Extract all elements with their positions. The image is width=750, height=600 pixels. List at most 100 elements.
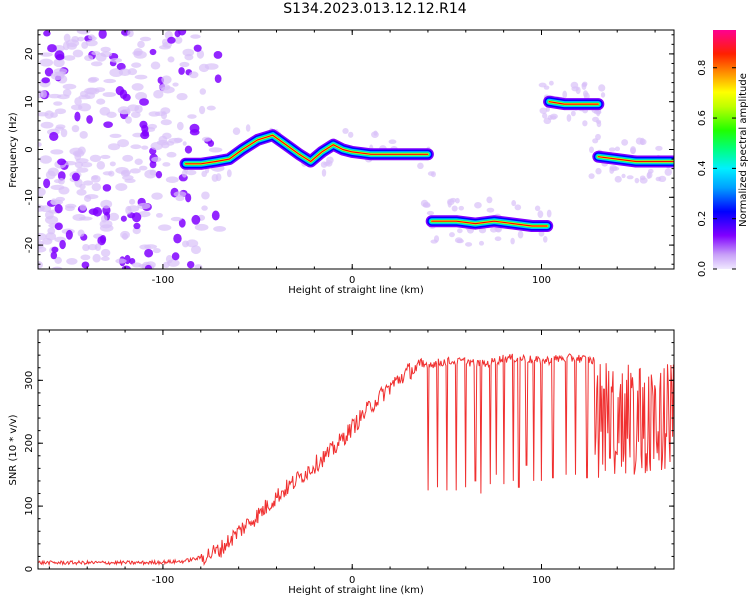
heatmap-cell — [170, 216, 182, 222]
heatmap-cell — [173, 233, 182, 244]
heatmap-cell — [137, 40, 145, 49]
heatmap-cell — [102, 92, 117, 98]
heatmap-cell — [43, 30, 51, 37]
spectrogram-heatmap — [38, 30, 681, 269]
heatmap-cell — [109, 161, 116, 167]
heatmap-cell — [102, 184, 112, 192]
heatmap-cell — [50, 198, 58, 206]
heatmap-cell — [132, 226, 141, 235]
heatmap-cell — [465, 242, 473, 247]
heatmap-cell — [539, 107, 548, 114]
spectrogram-x-tick-label: 0 — [349, 275, 355, 286]
heatmap-cell — [140, 131, 150, 140]
heatmap-cell — [124, 178, 136, 183]
heatmap-cell — [201, 170, 208, 178]
heatmap-cell — [570, 110, 576, 117]
heatmap-cell — [63, 160, 77, 166]
heatmap-cell — [79, 131, 88, 139]
heatmap-cell — [82, 244, 90, 252]
heatmap-cell — [677, 166, 681, 173]
heatmap-cell — [600, 92, 606, 98]
heatmap-cell — [457, 228, 463, 234]
heatmap-cell — [96, 98, 106, 105]
heatmap-cell — [614, 175, 622, 183]
heatmap-cell — [201, 205, 208, 211]
colorbar-gradient — [713, 30, 736, 269]
heatmap-cell — [621, 173, 626, 179]
snr-y-tick-label: 300 — [24, 371, 35, 390]
snr-y-axis-label: SNR (10 * v/v) — [8, 414, 19, 485]
heatmap-cell — [91, 182, 102, 192]
heatmap-cell — [213, 225, 227, 232]
heatmap-cell — [122, 154, 134, 162]
heatmap-cell — [127, 30, 134, 38]
heatmap-cell — [99, 219, 113, 229]
heatmap-cell — [608, 147, 616, 152]
heatmap-cell — [53, 101, 63, 106]
spectrogram-y-tick-label: -20 — [24, 237, 35, 253]
ridge-segment-3-layer-5 — [597, 156, 674, 163]
spectrogram-x-axis-label: Height of straight line (km) — [288, 285, 424, 296]
heatmap-cell — [348, 131, 354, 138]
heatmap-cell — [57, 158, 67, 166]
heatmap-cell — [139, 36, 152, 42]
heatmap-cell — [182, 48, 195, 57]
heatmap-cell — [100, 248, 111, 257]
heatmap-cell — [50, 112, 58, 118]
heatmap-cell — [134, 158, 143, 165]
heatmap-cell — [430, 171, 436, 178]
heatmap-cell — [226, 169, 232, 178]
heatmap-cell — [43, 178, 51, 189]
colorbar-tick-label: 0.0 — [697, 261, 708, 277]
heatmap-cell — [474, 201, 482, 209]
heatmap-cell — [486, 196, 493, 204]
heatmap-cell — [204, 63, 219, 70]
heatmap-cell — [108, 170, 115, 177]
heatmap-cell — [511, 200, 517, 207]
heatmap-cell — [595, 167, 602, 175]
snr-panel: -100 0 100 0 100 200 300 Height of straight li… — [8, 329, 675, 596]
heatmap-cell — [198, 105, 206, 115]
heatmap-cell — [171, 252, 180, 261]
heatmap-cell — [201, 191, 210, 200]
heatmap-cell — [150, 141, 163, 151]
heatmap-cell — [100, 256, 110, 261]
heatmap-cell — [151, 192, 163, 200]
spectrogram-y-tick-label: -10 — [24, 189, 35, 205]
heatmap-cell — [664, 168, 673, 176]
ridge-segment-0-layer-5 — [185, 134, 429, 165]
heatmap-cell — [57, 178, 65, 185]
heatmap-cell — [84, 54, 94, 61]
heatmap-cell — [451, 205, 458, 212]
heatmap-cell — [635, 137, 644, 145]
heatmap-cell — [109, 133, 122, 138]
heatmap-cell — [115, 183, 128, 191]
heatmap-cell — [86, 115, 93, 124]
heatmap-cell — [141, 145, 149, 150]
heatmap-cell — [90, 61, 103, 67]
heatmap-cell — [86, 87, 100, 95]
heatmap-cell — [65, 203, 77, 209]
heatmap-cell — [50, 71, 65, 81]
heatmap-cell — [122, 93, 131, 102]
heatmap-cell — [537, 210, 544, 219]
spectrogram-y-tick-label: 10 — [24, 95, 35, 108]
heatmap-cell — [38, 246, 47, 253]
heatmap-cell — [186, 260, 195, 269]
heatmap-cell — [54, 222, 63, 231]
heatmap-cell — [54, 204, 63, 214]
heatmap-cell — [614, 146, 621, 152]
heatmap-cell — [76, 167, 89, 173]
colorbar-label: Normalized spectral amplitude — [738, 73, 749, 227]
heatmap-cell — [191, 214, 201, 225]
heatmap-cell — [548, 80, 554, 86]
heatmap-cell — [74, 111, 81, 122]
heatmap-cell — [129, 168, 141, 174]
heatmap-cell — [100, 46, 111, 53]
colorbar-ticks: 0.0 0.2 0.4 0.6 0.8 — [697, 60, 736, 277]
heatmap-cell — [77, 229, 85, 237]
heatmap-cell — [211, 210, 220, 221]
heatmap-cell — [42, 238, 53, 245]
